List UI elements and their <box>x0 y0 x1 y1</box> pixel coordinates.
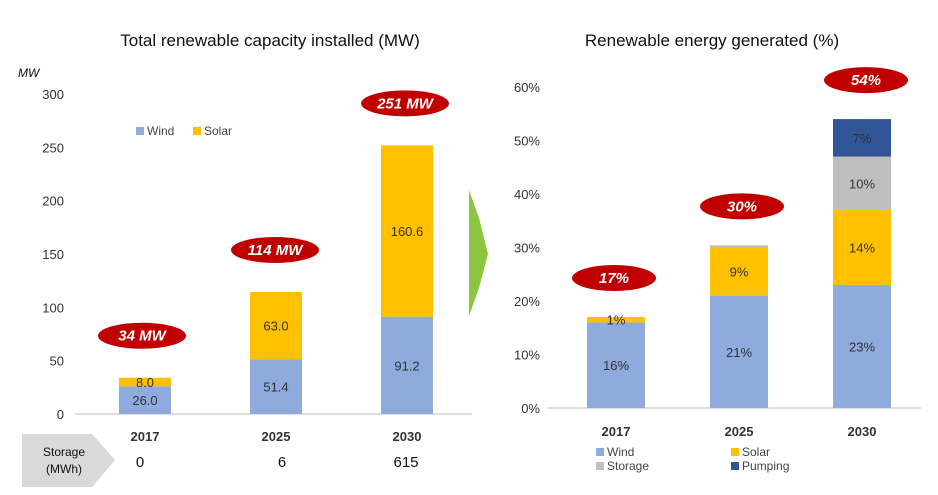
generation-legend: Wind Solar Storage Pumping <box>596 445 789 473</box>
capacity-y-tick-label: 150 <box>42 247 64 262</box>
generation-y-tick-label: 0% <box>521 401 540 416</box>
capacity-y-tick-label: 200 <box>42 194 64 209</box>
generation-category-label: 2017 <box>602 424 631 439</box>
generation-bar-wind-2017 <box>587 322 645 408</box>
capacity-chart: Total renewable capacity installed (MW) … <box>18 31 472 444</box>
capacity-category-label: 2017 <box>131 429 160 444</box>
capacity-y-axis-ticks: 0 50 100 150 200 250 300 <box>42 87 64 422</box>
capacity-y-tick-label: 100 <box>42 300 64 315</box>
capacity-y-tick-label: 50 <box>50 354 64 369</box>
generation-total-badge <box>700 193 784 220</box>
legend-pumping-label: Pumping <box>742 459 789 473</box>
capacity-total-badge <box>361 90 449 117</box>
storage-label-title: Storage <box>43 445 85 459</box>
generation-data-label: 21% <box>726 345 752 360</box>
generation-data-label: 16% <box>603 358 629 373</box>
capacity-total-label: 251 MW <box>376 95 435 112</box>
capacity-y-tick-label: 0 <box>57 407 64 422</box>
capacity-data-label: 91.2 <box>394 358 419 373</box>
generation-total-badge <box>572 265 656 292</box>
capacity-bar-wind-2025 <box>250 359 302 414</box>
storage-label-tag <box>22 434 115 487</box>
generation-total-label: 30% <box>727 198 757 215</box>
generation-total-label: 54% <box>851 72 881 89</box>
legend-storage-swatch <box>596 462 604 470</box>
storage-value-2025: 6 <box>278 454 286 471</box>
storage-row: Storage (MWh) 0 6 615 <box>22 434 419 487</box>
storage-label-unit: (MWh) <box>46 462 82 476</box>
generation-bar-solar-2030 <box>833 210 891 285</box>
legend-solar-label: Solar <box>742 445 770 459</box>
capacity-data-label: 160.6 <box>391 224 424 239</box>
generation-bars: 16% 1% 21% 9% 23% 14% 10% 7% <box>587 119 891 408</box>
legend-wind-label: Wind <box>147 124 174 138</box>
legend-wind-label: Wind <box>607 445 634 459</box>
capacity-total-badges: 34 MW 114 MW 251 MW <box>98 90 449 349</box>
generation-bar-storage-2030 <box>833 156 891 211</box>
capacity-legend: Wind Solar <box>136 124 232 138</box>
generation-total-label: 17% <box>599 270 629 287</box>
generation-bar-wind-2025 <box>710 295 768 408</box>
generation-data-label: 9% <box>730 265 749 280</box>
capacity-chart-title: Total renewable capacity installed (MW) <box>120 31 420 50</box>
legend-storage-label: Storage <box>607 459 649 473</box>
capacity-category-labels: 2017 2025 2030 <box>131 429 422 444</box>
generation-data-label: 10% <box>849 176 875 191</box>
generation-y-tick-label: 40% <box>514 187 540 202</box>
generation-bar-solar-2025 <box>710 247 768 296</box>
capacity-data-label: 63.0 <box>263 319 288 334</box>
capacity-total-badge <box>231 236 319 263</box>
capacity-y-tick-label: 250 <box>42 140 64 155</box>
generation-y-tick-label: 10% <box>514 348 540 363</box>
generation-chart-title: Renewable energy generated (%) <box>585 31 839 50</box>
capacity-data-label: 51.4 <box>263 380 288 395</box>
capacity-y-axis-unit: MW <box>18 66 41 80</box>
transition-arrow <box>469 190 488 316</box>
legend-solar-swatch <box>731 448 739 456</box>
generation-data-label: 23% <box>849 339 875 354</box>
generation-bar-wind-2030 <box>833 284 891 408</box>
capacity-total-badge <box>98 322 186 349</box>
generation-y-axis-ticks: 0% 10% 20% 30% 40% 50% 60% <box>514 80 540 416</box>
generation-y-tick-label: 30% <box>514 241 540 256</box>
storage-value-2017: 0 <box>136 454 144 471</box>
legend-pumping-swatch <box>731 462 739 470</box>
generation-bar-solar-2017 <box>587 317 645 323</box>
capacity-data-label: 8.0 <box>136 375 154 390</box>
generation-bar-storage-2025 <box>710 245 768 248</box>
capacity-total-label: 114 MW <box>248 242 305 259</box>
capacity-bar-solar-2017 <box>119 377 171 387</box>
legend-wind-swatch <box>136 127 144 135</box>
generation-y-tick-label: 20% <box>514 294 540 309</box>
capacity-bars: 26.0 8.0 51.4 63.0 91.2 160.6 <box>119 145 433 414</box>
generation-bar-pumping-2030 <box>833 119 891 157</box>
capacity-bar-solar-2030 <box>381 145 433 317</box>
capacity-y-tick-label: 300 <box>42 87 64 102</box>
generation-data-label: 7% <box>853 131 872 146</box>
generation-total-badge <box>824 67 908 94</box>
generation-data-label: 14% <box>849 241 875 256</box>
generation-y-tick-label: 50% <box>514 134 540 149</box>
generation-category-labels: 2017 2025 2030 <box>602 424 877 439</box>
generation-y-tick-label: 60% <box>514 80 540 95</box>
capacity-bar-solar-2025 <box>250 291 302 360</box>
capacity-total-label: 34 MW <box>118 328 167 345</box>
capacity-bar-wind-2030 <box>381 316 433 414</box>
legend-wind-swatch <box>596 448 604 456</box>
generation-total-badges: 17% 30% 54% <box>572 67 908 292</box>
legend-solar-label: Solar <box>204 124 232 138</box>
capacity-data-label: 26.0 <box>132 393 157 408</box>
generation-data-label: 1% <box>607 313 626 328</box>
generation-category-label: 2030 <box>848 424 877 439</box>
legend-solar-swatch <box>193 127 201 135</box>
storage-value-2030: 615 <box>393 454 418 471</box>
capacity-category-label: 2025 <box>262 429 291 444</box>
capacity-bar-wind-2017 <box>119 386 171 414</box>
capacity-category-label: 2030 <box>393 429 422 444</box>
generation-category-label: 2025 <box>725 424 754 439</box>
generation-chart: Renewable energy generated (%) 0% 10% 20% 3… <box>514 31 921 473</box>
